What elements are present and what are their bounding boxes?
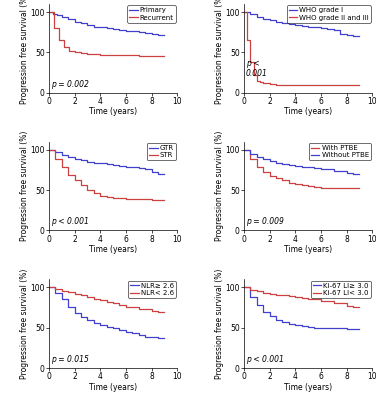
Y-axis label: Progression free survival (%): Progression free survival (%) [215, 131, 224, 241]
X-axis label: Time (years): Time (years) [284, 382, 332, 392]
Legend: GTR, STR: GTR, STR [147, 143, 176, 160]
X-axis label: Time (years): Time (years) [89, 382, 137, 392]
Y-axis label: Progression free survival (%): Progression free survival (%) [215, 268, 224, 379]
Legend: With PTBE, Without PTBE: With PTBE, Without PTBE [309, 143, 371, 160]
X-axis label: Time (years): Time (years) [284, 107, 332, 116]
X-axis label: Time (years): Time (years) [284, 245, 332, 254]
Y-axis label: Progression free survival (%): Progression free survival (%) [20, 268, 29, 379]
Legend: NLR≥ 2.6, NLR< 2.6: NLR≥ 2.6, NLR< 2.6 [128, 281, 176, 298]
X-axis label: Time (years): Time (years) [89, 245, 137, 254]
Y-axis label: Progression free survival (%): Progression free survival (%) [20, 0, 29, 104]
Text: p < 0.001: p < 0.001 [247, 355, 284, 364]
X-axis label: Time (years): Time (years) [89, 107, 137, 116]
Legend: Primary, Recurrent: Primary, Recurrent [127, 5, 176, 22]
Y-axis label: Progression free survival (%): Progression free survival (%) [215, 0, 224, 104]
Text: p = 0.002: p = 0.002 [52, 80, 89, 89]
Legend: WHO grade I, WHO grade II and III: WHO grade I, WHO grade II and III [287, 5, 371, 22]
Text: p = 0.015: p = 0.015 [52, 355, 89, 364]
Y-axis label: Progression free survival (%): Progression free survival (%) [20, 131, 29, 241]
Text: p <
0.001: p < 0.001 [246, 59, 268, 78]
Legend: Ki-67 LI≥ 3.0, Ki-67 LI< 3.0: Ki-67 LI≥ 3.0, Ki-67 LI< 3.0 [311, 281, 371, 298]
Text: p < 0.001: p < 0.001 [52, 217, 89, 226]
Text: p = 0.009: p = 0.009 [247, 217, 284, 226]
